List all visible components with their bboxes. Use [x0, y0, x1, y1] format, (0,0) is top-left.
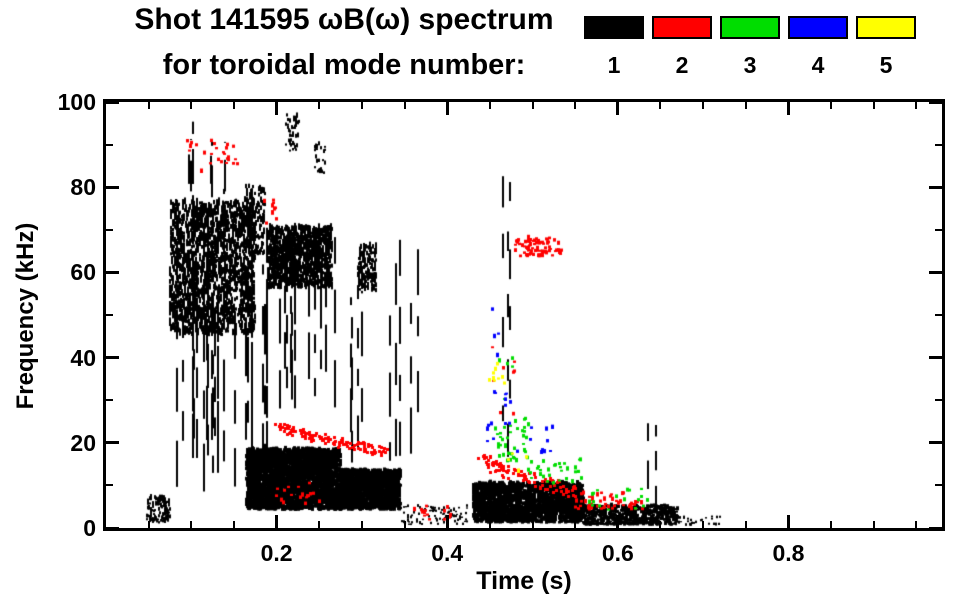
y-major-tick: [106, 185, 119, 189]
x-minor-tick: [147, 102, 150, 109]
x-minor-tick: [659, 521, 662, 528]
y-minor-tick: [106, 314, 113, 316]
x-tick-label: 0.4: [431, 540, 464, 566]
legend-swatch-4: [788, 16, 848, 39]
x-minor-tick: [574, 521, 577, 528]
x-tick-label: 0.2: [260, 540, 293, 566]
x-minor-tick: [318, 521, 321, 528]
x-minor-tick: [190, 521, 193, 528]
x-minor-tick: [915, 102, 918, 109]
legend-label-2: 2: [675, 52, 689, 78]
x-axis-title: Time (s): [476, 567, 572, 595]
y-minor-tick: [935, 143, 942, 146]
x-major-tick: [786, 102, 790, 115]
x-tick-label: 0.8: [772, 540, 805, 566]
x-minor-tick: [147, 521, 150, 528]
y-minor-tick: [106, 228, 113, 231]
y-major-tick: [929, 185, 942, 189]
x-tick-label: 0.6: [601, 540, 634, 566]
y-major-tick: [106, 270, 119, 274]
x-minor-tick: [659, 102, 662, 109]
y-tick-label: 80: [70, 174, 96, 201]
chart-title-line1: Shot 141595 ωB(ω) spectrum: [134, 3, 554, 36]
x-minor-tick: [830, 102, 833, 109]
x-minor-tick: [531, 102, 534, 109]
y-tick-label: 60: [70, 259, 96, 286]
legend-swatch-5: [856, 16, 916, 39]
y-tick-label: 100: [57, 89, 96, 115]
y-major-tick: [929, 441, 942, 445]
x-major-tick: [275, 102, 279, 115]
y-tick-label: 20: [70, 429, 96, 456]
x-major-tick: [616, 102, 620, 115]
y-major-tick: [106, 526, 119, 530]
x-minor-tick: [488, 521, 491, 528]
x-minor-tick: [702, 521, 705, 528]
y-major-tick: [929, 356, 942, 360]
y-axis-title: Frequency (kHz): [12, 222, 39, 410]
legend-swatch-1: [584, 16, 644, 39]
x-minor-tick: [744, 102, 747, 109]
y-major-tick: [929, 270, 942, 274]
x-minor-tick: [744, 521, 747, 528]
legend-label-4: 4: [811, 52, 825, 78]
x-major-tick: [445, 102, 449, 115]
y-major-tick: [106, 441, 119, 445]
x-major-tick: [275, 515, 279, 528]
y-minor-tick: [106, 484, 113, 487]
legend-label-row: 1 2 3 4 5: [584, 52, 916, 79]
x-minor-tick: [232, 102, 235, 109]
legend-label-5: 5: [879, 52, 893, 78]
legend-swatch-row: [584, 16, 916, 39]
x-minor-tick: [488, 102, 491, 109]
x-minor-tick: [318, 102, 321, 109]
y-major-tick: [106, 100, 119, 104]
x-major-tick: [786, 515, 790, 528]
y-minor-tick: [106, 399, 113, 402]
x-minor-tick: [190, 102, 193, 109]
legend-swatch-3: [720, 16, 780, 39]
x-minor-tick: [403, 521, 406, 528]
y-tick-label: 0: [83, 515, 96, 541]
x-minor-tick: [872, 521, 875, 528]
legend-label-3: 3: [743, 52, 757, 78]
x-major-tick: [616, 515, 620, 528]
x-minor-tick: [702, 102, 705, 109]
x-minor-tick: [830, 521, 833, 528]
y-minor-tick: [935, 399, 942, 402]
y-minor-tick: [935, 484, 942, 487]
x-minor-tick: [531, 521, 534, 528]
legend-swatch-2: [652, 16, 712, 39]
y-major-tick: [929, 100, 942, 104]
y-minor-tick: [935, 228, 942, 231]
x-minor-tick: [403, 102, 406, 109]
spectrum-canvas: [106, 102, 942, 528]
x-minor-tick: [360, 521, 363, 528]
x-minor-tick: [872, 102, 875, 109]
y-major-tick: [106, 356, 119, 360]
y-minor-tick: [106, 143, 113, 146]
x-minor-tick: [915, 521, 918, 528]
x-minor-tick: [360, 102, 363, 109]
chart-title-line2: for toroidal mode number:: [162, 49, 526, 81]
y-minor-tick: [935, 314, 942, 316]
y-major-tick: [929, 526, 942, 530]
x-minor-tick: [574, 102, 577, 109]
x-minor-tick: [232, 521, 235, 528]
x-major-tick: [445, 515, 449, 528]
legend-label-1: 1: [607, 52, 621, 78]
y-tick-label: 40: [70, 344, 96, 371]
